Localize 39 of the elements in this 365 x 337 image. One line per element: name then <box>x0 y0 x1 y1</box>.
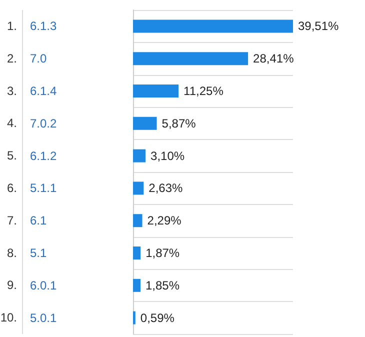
data-label: 5,87% <box>162 116 196 130</box>
data-label: 28,41% <box>253 52 294 66</box>
text: 4. <box>6 116 17 130</box>
text: 7. <box>6 213 17 228</box>
bar <box>133 246 141 260</box>
data-label: 11,25% <box>184 84 224 98</box>
bar <box>133 214 142 228</box>
text: 5. <box>6 148 17 163</box>
text: 1. <box>6 19 17 33</box>
text: 3. <box>6 84 17 98</box>
y-tick-label: 6.1.2 <box>30 148 58 163</box>
bar <box>133 182 144 195</box>
data-label: 2,29% <box>147 214 182 228</box>
bar <box>133 149 146 162</box>
y-tick-label: 6.1 <box>30 214 48 228</box>
text: 2. <box>6 51 17 66</box>
bar <box>133 84 179 98</box>
data-label: 2,63% <box>148 181 184 196</box>
y-tick-label: 7.0.2 <box>30 116 58 130</box>
y-tick-label: 7.0 <box>30 52 48 66</box>
text: 6. <box>6 181 17 195</box>
text: 9. <box>6 278 17 292</box>
y-tick-label: 5.1.1 <box>30 181 58 196</box>
text: 8. <box>6 246 17 260</box>
data-label: 1,85% <box>145 278 180 292</box>
text: 10. <box>0 310 17 325</box>
bar <box>133 20 293 33</box>
data-label: 39,51% <box>298 19 340 34</box>
y-tick-label: 6.0.1 <box>30 278 58 292</box>
y-tick-label: 5.0.1 <box>30 310 58 325</box>
y-tick-label: 5.1 <box>30 246 48 260</box>
y-tick-label: 6.1.4 <box>30 84 58 98</box>
bar <box>133 278 140 292</box>
bar <box>133 52 248 66</box>
y-tick-label: 6.1.3 <box>30 19 58 34</box>
data-label: 0,59% <box>140 310 175 325</box>
data-label: 3,10% <box>150 148 185 163</box>
bar <box>133 116 157 130</box>
data-label: 1,87% <box>146 246 180 260</box>
